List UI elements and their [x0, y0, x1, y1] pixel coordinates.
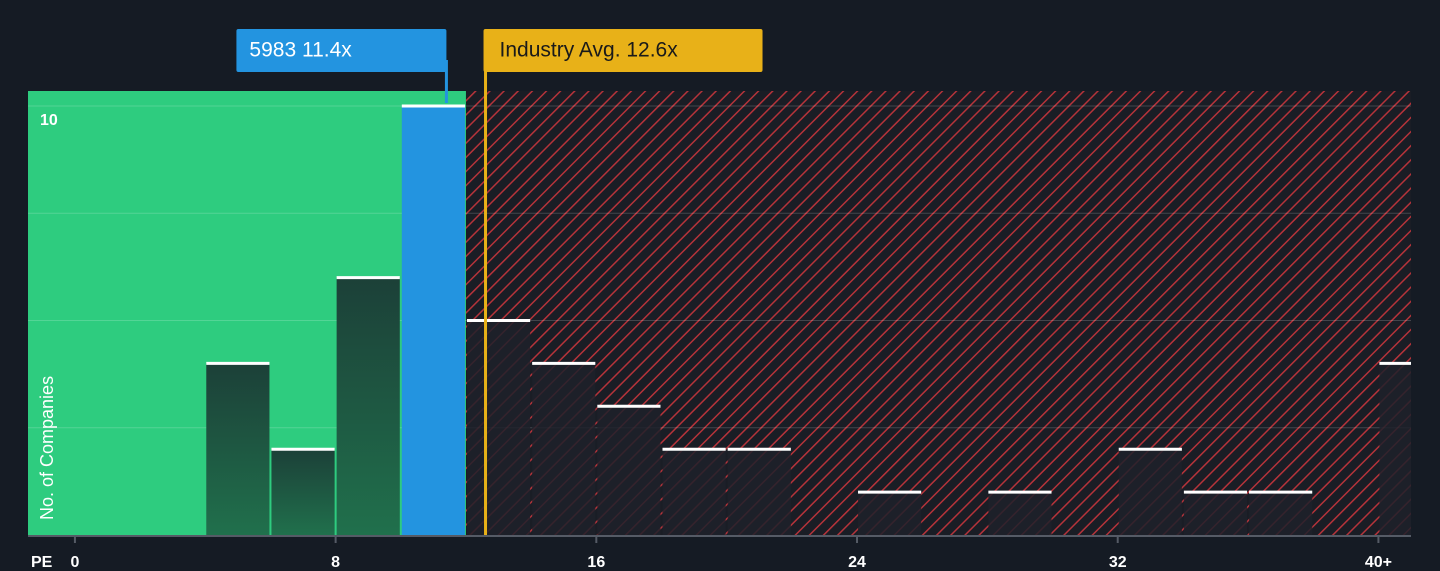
bar [532, 363, 596, 535]
x-tick-label: 0 [70, 554, 79, 571]
bar [466, 320, 531, 535]
bar [988, 492, 1052, 535]
x-tick-label: 16 [587, 554, 605, 571]
x-tick-label: 32 [1109, 554, 1127, 571]
bar [858, 492, 922, 535]
x-tick-label: 24 [848, 554, 866, 571]
bar [727, 449, 791, 535]
industry-label: Industry Avg. 12.6x [500, 39, 679, 62]
y-axis-label: No. of Companies [37, 376, 57, 520]
bar [597, 406, 661, 535]
industry-box [483, 29, 763, 72]
bar [206, 363, 270, 535]
bar [401, 106, 465, 535]
bar [336, 277, 400, 535]
bar [271, 449, 335, 535]
company-box [236, 29, 447, 72]
bar [1118, 449, 1182, 535]
y-tick-label: 10 [40, 112, 58, 129]
bar [1249, 492, 1313, 535]
x-axis-label: PE [31, 554, 53, 571]
x-tick-label: 40+ [1365, 554, 1392, 571]
bar [1183, 492, 1248, 535]
x-tick-label: 8 [331, 554, 340, 571]
company-label: 5983 11.4x [249, 39, 352, 62]
bar [1379, 363, 1411, 535]
bar [662, 449, 726, 535]
